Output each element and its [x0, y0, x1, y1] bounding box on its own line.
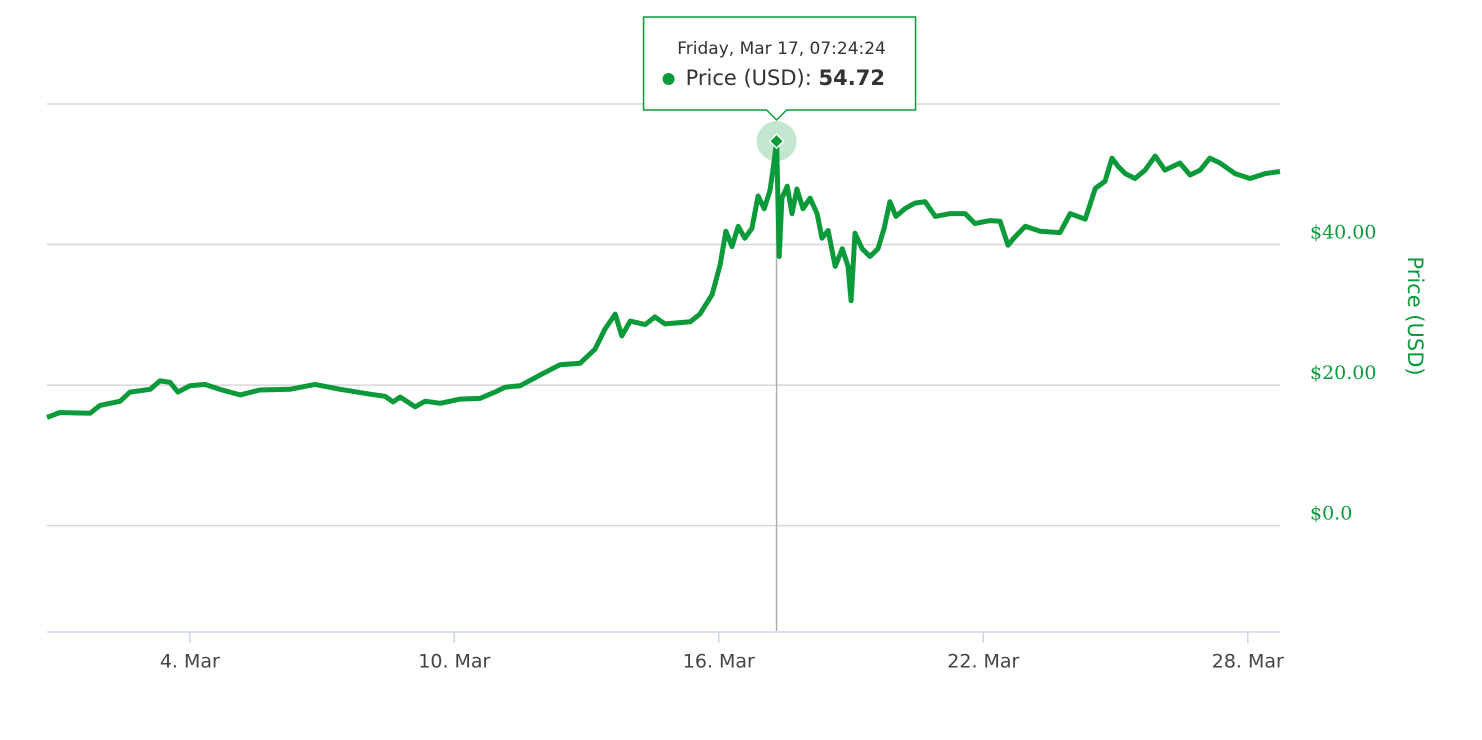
y-axis-title: Price (USD) — [1403, 256, 1427, 375]
hover-marker — [768, 133, 785, 150]
y-tick-label: $40.00 — [1310, 222, 1376, 244]
x-tick-label: 28. Mar — [1212, 651, 1284, 673]
tooltip-sep: : — [805, 66, 819, 90]
x-tick-label: 10. Mar — [418, 651, 490, 673]
x-tick-label: 16. Mar — [683, 651, 755, 673]
x-tick-label: 4. Mar — [160, 651, 220, 673]
tooltip-value: 54.72 — [819, 66, 885, 90]
x-tick-label: 22. Mar — [947, 651, 1019, 673]
tooltip-series-name: Price (USD) — [686, 66, 805, 90]
tooltip-dot — [662, 73, 675, 85]
tooltip-box — [642, 16, 917, 122]
y-tick-label: $20.00 — [1310, 362, 1376, 384]
y-tick-label: $0.0 — [1310, 503, 1352, 525]
tooltip-row: Price (USD): 54.72 — [686, 66, 885, 90]
tooltip: Friday, Mar 17, 07:24:24 Price (USD): 54.… — [642, 16, 917, 122]
tooltip-title: Friday, Mar 17, 07:24:24 — [677, 39, 886, 59]
price-line — [46, 138, 1281, 420]
